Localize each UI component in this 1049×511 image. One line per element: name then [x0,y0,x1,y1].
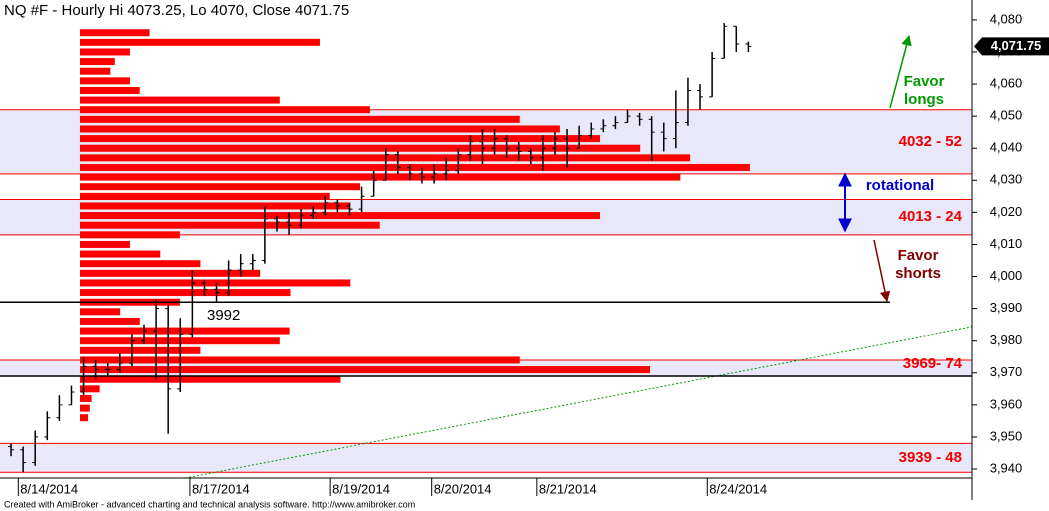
annotation: rotational [866,177,934,194]
last-price-label: 4,071.75 [991,38,1042,53]
profile-bar [80,163,750,171]
plot: 4032 - 52 4013 - 24 3969- 74 3939 - 48 3992 [0,23,973,479]
profile-bar [80,125,560,133]
arrow-shorts [873,239,891,303]
y-tick-label: 4,010 [990,236,1023,251]
profile-bar [80,385,100,393]
x-tick-label: 8/21/2014 [539,481,597,496]
y-tick-label: 4,060 [990,75,1023,90]
profile-bar [80,115,520,123]
profile-bar [80,96,280,104]
y-tick-label: 4,030 [990,172,1023,187]
profile-bar [80,327,290,335]
profile-bar [80,317,140,325]
arrow-longs [889,34,912,109]
zone-label: 3969- 74 [903,355,963,372]
y-tick-label: 3,980 [990,332,1023,347]
profile-bar [80,144,641,152]
profile-bar [80,394,92,402]
profile-bar [80,221,380,229]
profile-bar [80,212,601,220]
profile-bar [80,308,121,316]
profile-bar [80,269,261,277]
profile-bar [80,173,681,181]
zone-label: 4013 - 24 [899,208,963,225]
y-tick-label: 3,970 [990,364,1023,379]
profile-bar [80,414,89,422]
profile-bar [80,250,161,258]
annotation: shorts [895,265,941,282]
annotation: longs [904,91,944,108]
x-tick-label: 8/14/2014 [20,481,78,496]
profile-bar [80,29,150,37]
zone-label: 4032 - 52 [899,133,962,150]
footer: Created with AmiBroker - advanced charti… [4,499,415,509]
profile-bar [80,240,130,248]
profile-bar [80,58,115,66]
y-tick-label: 4,040 [990,140,1023,155]
profile-bar [80,48,130,56]
y-tick-label: 4,080 [990,11,1023,26]
profile-bar [80,202,351,210]
profile-bar [80,366,650,374]
chart-title: NQ #F - Hourly Hi 4073.25, Lo 4070, Clos… [4,2,349,19]
profile-bar [80,86,140,94]
y-tick-label: 3,940 [990,460,1023,475]
x-tick-label: 8/20/2014 [434,481,492,496]
y-tick-label: 4,020 [990,204,1023,219]
zone [0,443,972,473]
moving-average [185,326,973,479]
annotation: Favor [904,73,945,90]
profile-bar [80,67,111,75]
x-tick-label: 8/19/2014 [332,481,390,496]
x-tick-label: 8/24/2014 [709,481,767,496]
zone-label: 3939 - 48 [899,449,962,466]
last-price-tag [974,37,1049,56]
profile-bar [80,289,291,297]
level-label: 3992 [207,307,240,324]
y-tick-label: 3,990 [990,300,1023,315]
profile-bar [80,183,361,191]
profile-bar [80,135,601,143]
profile-bar [80,260,201,268]
x-tick-label: 8/17/2014 [192,481,250,496]
profile-bar [80,404,90,412]
y-tick-label: 4,000 [990,268,1023,283]
y-tick-label: 3,960 [990,396,1023,411]
profile-bar [80,192,330,200]
y-tick-label: 4,050 [990,108,1023,123]
profile-bar [80,77,130,85]
profile-bar [80,375,341,383]
profile-bar [80,346,201,354]
profile-bar [80,38,320,46]
annotation: Favor [898,247,939,264]
profile-bar [80,279,351,287]
y-tick-label: 3,950 [990,428,1023,443]
